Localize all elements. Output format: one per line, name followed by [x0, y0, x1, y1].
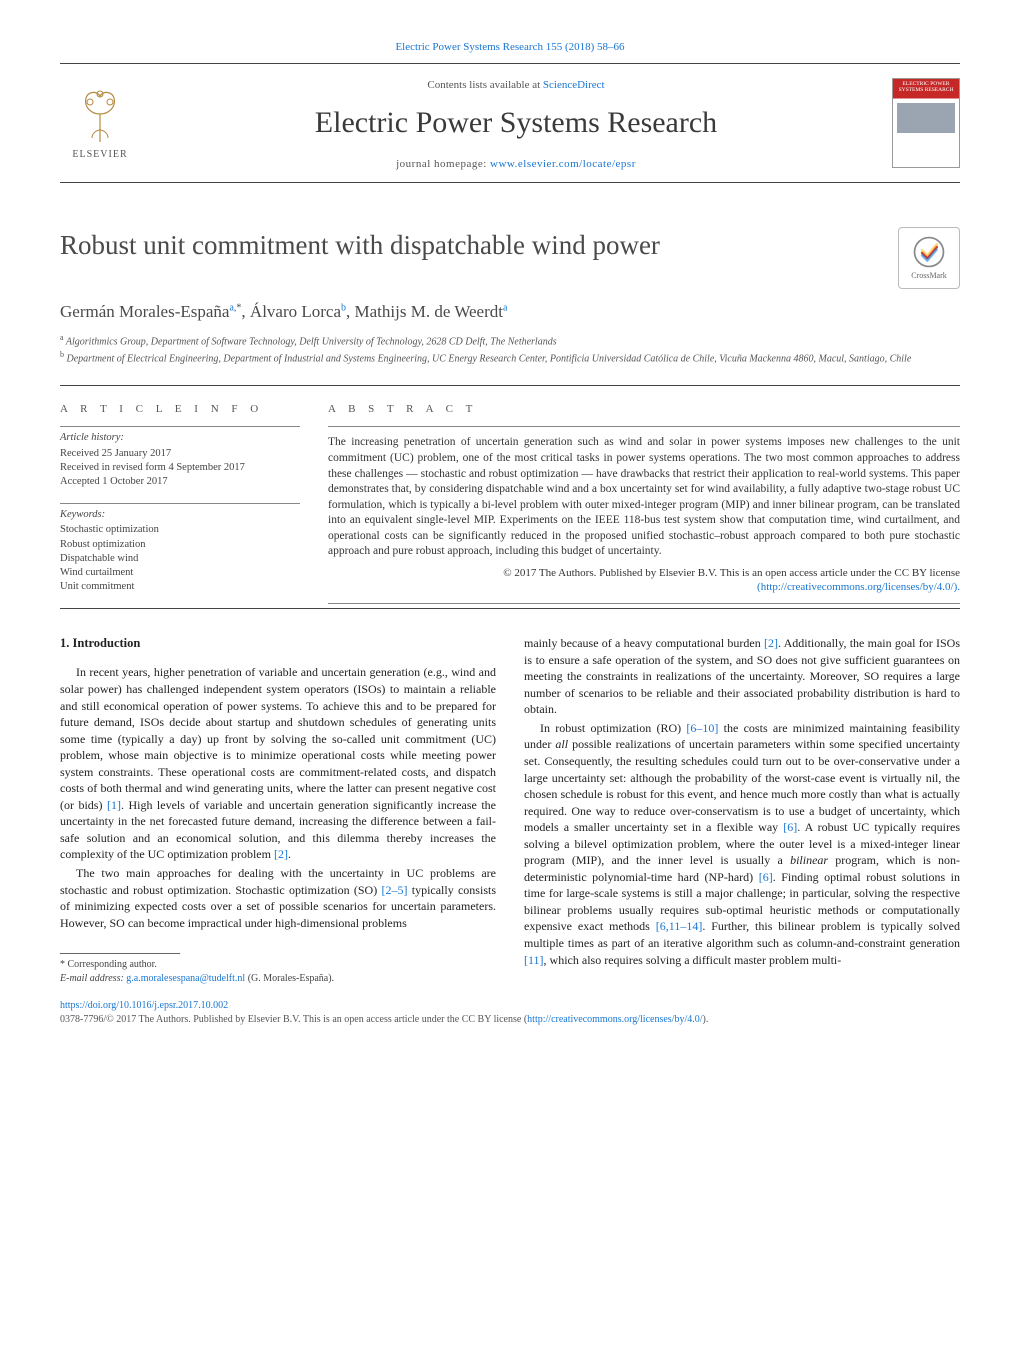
email-line: E-mail address: g.a.moralesespana@tudelf… — [60, 972, 496, 986]
affil-a-text: Algorithmics Group, Department of Softwa… — [66, 336, 557, 347]
right-para-1: mainly because of a heavy computational … — [524, 635, 960, 718]
affiliations: a Algorithmics Group, Department of Soft… — [60, 332, 960, 367]
r-p2-h: , which also requires solving a difficul… — [544, 953, 842, 967]
masthead: ELSEVIER Contents lists available at Sci… — [60, 64, 960, 183]
info-rule-1 — [60, 426, 300, 427]
article-info-column: A R T I C L E I N F O Article history: R… — [60, 402, 300, 609]
sciencedirect-link[interactable]: ScienceDirect — [543, 79, 605, 91]
cite-2-5[interactable]: [2–5] — [381, 883, 407, 897]
history-received: Received 25 January 2017 — [60, 447, 300, 461]
corresponding-author-note: * Corresponding author. — [60, 958, 496, 972]
journal-homepage-link[interactable]: www.elsevier.com/locate/epsr — [490, 158, 636, 170]
author-1-corr-star: * — [236, 302, 241, 313]
copyright-line: © 2017 The Authors. Published by Elsevie… — [328, 566, 960, 596]
crossmark-label: CrossMark — [911, 271, 947, 282]
cover-image-placeholder — [897, 103, 955, 133]
masthead-center: Contents lists available at ScienceDirec… — [140, 78, 892, 172]
r-p2-em-all: all — [555, 737, 568, 751]
cite-6b[interactable]: [6] — [759, 870, 773, 884]
keyword-1: Stochastic optimization — [60, 523, 300, 537]
cite-2[interactable]: [2] — [274, 847, 288, 861]
article-title: Robust unit commitment with dispatchable… — [60, 227, 878, 263]
abstract-heading: A B S T R A C T — [328, 402, 960, 417]
contents-prefix: Contents lists available at — [427, 79, 542, 91]
cite-6-11-14[interactable]: [6,11–14] — [656, 919, 703, 933]
author-1: Germán Morales-España — [60, 302, 229, 321]
footer-license-link[interactable]: http://creativecommons.org/licenses/by/4… — [527, 1014, 702, 1025]
history-revised: Received in revised form 4 September 201… — [60, 461, 300, 475]
divider-before-abstract — [60, 385, 960, 386]
author-3-affil: a — [503, 302, 507, 313]
journal-cover-thumb: ELECTRIC POWER SYSTEMS RESEARCH — [892, 78, 960, 168]
affiliation-a: a Algorithmics Group, Department of Soft… — [60, 332, 960, 349]
footnotes: * Corresponding author. E-mail address: … — [60, 958, 496, 985]
elsevier-wordmark: ELSEVIER — [72, 148, 127, 162]
running-head: Electric Power Systems Research 155 (201… — [60, 40, 960, 55]
affiliation-b: b Department of Electrical Engineering, … — [60, 349, 960, 366]
intro-p1-a: In recent years, higher penetration of v… — [60, 665, 496, 811]
article-history-label: Article history: — [60, 431, 300, 445]
author-2-affil: b — [341, 302, 346, 313]
elsevier-logo: ELSEVIER — [60, 78, 140, 168]
keywords-label: Keywords: — [60, 508, 300, 522]
page-footer: https://doi.org/10.1016/j.epsr.2017.10.0… — [60, 999, 960, 1026]
r-p1-a: mainly because of a heavy computational … — [524, 636, 764, 650]
author-email-link[interactable]: g.a.moralesespana@tudelft.nl — [126, 973, 245, 984]
intro-para-1: In recent years, higher penetration of v… — [60, 664, 496, 863]
history-accepted: Accepted 1 October 2017 — [60, 475, 300, 489]
abstract-column: A B S T R A C T The increasing penetrati… — [328, 402, 960, 609]
affil-b-text: Department of Electrical Engineering, De… — [67, 354, 912, 365]
article-info-heading: A R T I C L E I N F O — [60, 402, 300, 417]
journal-homepage-line: journal homepage: www.elsevier.com/locat… — [150, 157, 882, 172]
abstract-rule — [328, 426, 960, 427]
cite-6a[interactable]: [6] — [783, 820, 797, 834]
license-link[interactable]: (http://creativecommons.org/licenses/by/… — [757, 581, 960, 593]
body-column-left: 1. Introduction In recent years, higher … — [60, 635, 496, 985]
email-label: E-mail address: — [60, 973, 124, 984]
footer-text-b: ). — [703, 1014, 709, 1025]
keyword-2: Robust optimization — [60, 538, 300, 552]
affil-b-sup: b — [60, 350, 64, 359]
r-p2-em-bilinear: bilinear — [790, 853, 828, 867]
body-column-right: mainly because of a heavy computational … — [524, 635, 960, 985]
cover-title: ELECTRIC POWER SYSTEMS RESEARCH — [895, 81, 957, 93]
abstract-rule-bottom — [328, 603, 960, 604]
r-p2-a: In robust optimization (RO) — [540, 721, 686, 735]
author-list: Germán Morales-Españaa,*, Álvaro Lorcab,… — [60, 301, 960, 324]
elsevier-tree-icon — [70, 84, 130, 146]
email-tail: (G. Morales-España). — [248, 973, 334, 984]
crossmark-badge[interactable]: CrossMark — [898, 227, 960, 289]
author-3: Mathijs M. de Weerdt — [355, 302, 503, 321]
crossmark-icon — [912, 235, 946, 269]
cite-r-2[interactable]: [2] — [764, 636, 778, 650]
cite-11[interactable]: [11] — [524, 953, 544, 967]
corr-text: Corresponding author. — [68, 959, 157, 970]
homepage-prefix: journal homepage: — [396, 158, 490, 170]
intro-p1-c: . — [288, 847, 291, 861]
right-para-2: In robust optimization (RO) [6–10] the c… — [524, 720, 960, 968]
journal-name: Electric Power Systems Research — [150, 103, 882, 144]
footnote-separator — [60, 953, 180, 954]
body-two-column: 1. Introduction In recent years, higher … — [60, 635, 960, 985]
issn-copyright-line: 0378-7796/© 2017 The Authors. Published … — [60, 1013, 960, 1027]
intro-para-2: The two main approaches for dealing with… — [60, 865, 496, 931]
cite-1[interactable]: [1] — [107, 798, 121, 812]
contents-available-line: Contents lists available at ScienceDirec… — [150, 78, 882, 93]
author-2: Álvaro Lorca — [250, 302, 341, 321]
keyword-4: Wind curtailment — [60, 566, 300, 580]
divider-after-abstract — [60, 608, 960, 609]
copyright-text: © 2017 The Authors. Published by Elsevie… — [503, 567, 960, 579]
keyword-5: Unit commitment — [60, 580, 300, 594]
abstract-text: The increasing penetration of uncertain … — [328, 435, 960, 559]
keyword-3: Dispatchable wind — [60, 552, 300, 566]
section-1-heading: 1. Introduction — [60, 635, 496, 652]
doi-link[interactable]: https://doi.org/10.1016/j.epsr.2017.10.0… — [60, 1000, 228, 1011]
affil-a-sup: a — [60, 333, 64, 342]
cite-6-10[interactable]: [6–10] — [686, 721, 718, 735]
info-rule-2 — [60, 503, 300, 504]
footer-text-a: 0378-7796/© 2017 The Authors. Published … — [60, 1014, 527, 1025]
